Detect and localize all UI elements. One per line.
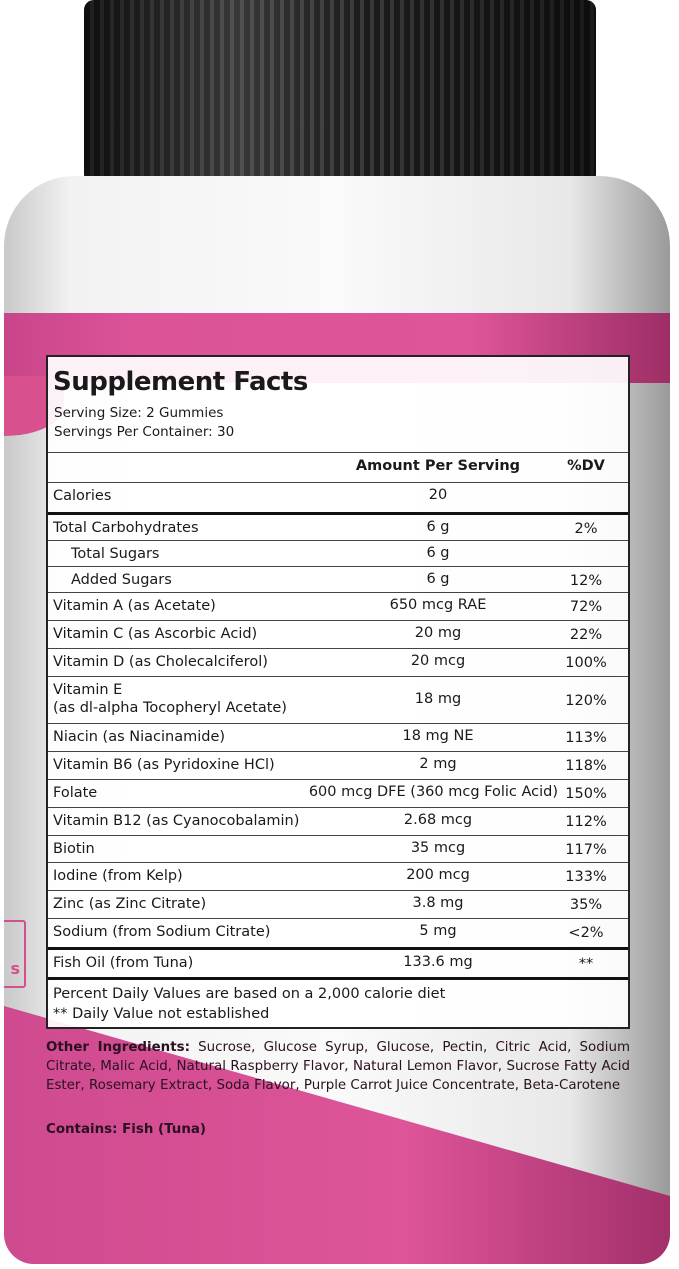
amount-per-serving: 20 mg — [414, 625, 462, 641]
table-row: Vitamin B6 (as Pyridoxine HCl) 2 mg 118% — [48, 751, 628, 780]
nutrient-name-line: Calories — [53, 488, 112, 504]
nutrient-name-line: Fish Oil (from Tuna) — [53, 955, 194, 971]
table-row: Total Sugars 6 g — [48, 540, 628, 567]
nutrient-name: Vitamin B12 (as Cyanocobalamin) — [53, 812, 299, 830]
amount-per-serving: 133.6 mg — [403, 954, 473, 970]
table-row: Niacin (as Niacinamide) 18 mg NE 113% — [48, 723, 628, 752]
amount-per-serving: 18 mg — [414, 691, 462, 707]
nutrient-name-line: Biotin — [53, 841, 95, 857]
table-row: Folate 600 mcg DFE (360 mcg Folic Acid) 15… — [48, 779, 628, 808]
serving-size: Serving Size: 2 Gummies — [54, 405, 224, 421]
supplement-facts-panel: Supplement Facts Serving Size: 2 Gummies… — [46, 355, 630, 1029]
daily-value: 117% — [565, 842, 607, 858]
daily-value: 133% — [565, 869, 607, 885]
footnote-not-established: ** Daily Value not established — [53, 1006, 270, 1022]
nutrient-name-line: Total Sugars — [71, 546, 160, 562]
amount-per-serving: 6 g — [426, 571, 450, 587]
nutrient-name: Vitamin C (as Ascorbic Acid) — [53, 625, 257, 643]
nutrient-name: Vitamin D (as Cholecalciferol) — [53, 653, 268, 671]
table-row: Vitamin D (as Cholecalciferol) 20 mcg 100% — [48, 648, 628, 677]
amount-per-serving: 600 mcg DFE (360 mcg Folic Acid) — [308, 784, 558, 800]
nutrient-name: Folate — [53, 784, 97, 802]
nutrient-name-line: Iodine (from Kelp) — [53, 868, 183, 884]
nutrient-name: Vitamin E (as dl-alpha Tocopheryl Acetate… — [53, 681, 287, 717]
servings-per-container: Servings Per Container: 30 — [54, 424, 235, 440]
nutrient-name-line: Vitamin B12 (as Cyanocobalamin) — [53, 813, 300, 829]
nutrient-name-line: Vitamin A (as Acetate) — [53, 598, 216, 614]
daily-value: ** — [578, 956, 594, 972]
column-header-row: Amount Per Serving %DV — [48, 452, 628, 479]
daily-value: 113% — [565, 730, 607, 746]
daily-value: 100% — [565, 655, 607, 671]
nutrient-name-line: Vitamin E — [53, 682, 123, 698]
table-row: Zinc (as Zinc Citrate) 3.8 mg 35% — [48, 890, 628, 919]
daily-value: 22% — [569, 627, 603, 643]
amount-per-serving: 18 mg NE — [402, 728, 474, 744]
daily-value: 2% — [574, 521, 598, 537]
table-row: Iodine (from Kelp) 200 mcg 133% — [48, 862, 628, 891]
footnote-dv: Percent Daily Values are based on a 2,00… — [53, 986, 446, 1002]
nutrient-name: Iodine (from Kelp) — [53, 867, 183, 885]
amount-per-serving: 6 g — [426, 519, 450, 535]
amount-per-serving: 3.8 mg — [412, 895, 464, 911]
amount-per-serving: 35 mcg — [410, 840, 466, 856]
nutrient-name-line: Vitamin C (as Ascorbic Acid) — [53, 626, 258, 642]
table-row: Vitamin E (as dl-alpha Tocopheryl Acetate… — [48, 676, 628, 724]
other-ingredients: Other Ingredients: Sucrose, Glucose Syru… — [46, 1040, 630, 1093]
table-row: Vitamin A (as Acetate) 650 mcg RAE 72% — [48, 592, 628, 621]
amount-per-serving: 6 g — [426, 545, 450, 561]
nutrient-name: Zinc (as Zinc Citrate) — [53, 895, 206, 913]
nutrient-name-line: Niacin (as Niacinamide) — [53, 729, 226, 745]
side-label-fragment: s — [4, 920, 26, 988]
nutrient-name: Calories — [53, 487, 111, 505]
nutrient-name-line: Folate — [53, 785, 98, 801]
table-row: Total Carbohydrates 6 g 2% — [48, 512, 628, 543]
nutrient-name: Vitamin B6 (as Pyridoxine HCl) — [53, 756, 275, 774]
table-row: Calories 20 — [48, 482, 628, 511]
nutrient-name: Sodium (from Sodium Citrate) — [53, 923, 270, 941]
nutrient-name: Niacin (as Niacinamide) — [53, 728, 225, 746]
amount-per-serving: 2 mg — [419, 756, 457, 772]
contains-allergen: Contains: Fish (Tuna) — [46, 1122, 207, 1137]
amount-per-serving: 2.68 mcg — [403, 812, 473, 828]
nutrient-name-line: (as dl-alpha Tocopheryl Acetate) — [53, 700, 287, 716]
table-row: Vitamin B12 (as Cyanocobalamin) 2.68 mcg 1… — [48, 807, 628, 836]
nutrient-name-line: Sodium (from Sodium Citrate) — [53, 924, 271, 940]
header-dv: %DV — [567, 458, 605, 474]
table-row: Vitamin C (as Ascorbic Acid) 20 mg 22% — [48, 620, 628, 649]
daily-value: 35% — [569, 897, 603, 913]
nutrient-name-line: Total Carbohydrates — [53, 520, 199, 536]
table-row: Added Sugars 6 g 12% — [48, 566, 628, 593]
table-row: Fish Oil (from Tuna) 133.6 mg ** — [48, 947, 628, 979]
table-row: Biotin 35 mcg 117% — [48, 835, 628, 863]
daily-value: 12% — [569, 573, 603, 589]
bottle-cap — [84, 0, 596, 188]
amount-per-serving: 650 mcg RAE — [389, 597, 487, 613]
daily-value: 150% — [565, 786, 607, 802]
amount-per-serving: 200 mcg — [406, 867, 470, 883]
nutrient-name: Total Sugars — [71, 545, 159, 563]
header-amount: Amount Per Serving — [355, 458, 521, 474]
nutrient-name: Added Sugars — [71, 571, 172, 589]
daily-value: 120% — [565, 693, 607, 709]
table-row: Sodium (from Sodium Citrate) 5 mg <2% — [48, 918, 628, 948]
daily-value: 118% — [565, 758, 607, 774]
nutrient-name-line: Added Sugars — [71, 572, 172, 588]
amount-per-serving: 20 mcg — [410, 653, 466, 669]
nutrient-name-line: Vitamin D (as Cholecalciferol) — [53, 654, 268, 670]
panel-title: Supplement Facts — [53, 367, 308, 397]
nutrient-name-line: Zinc (as Zinc Citrate) — [53, 896, 207, 912]
amount-per-serving: 20 — [428, 487, 448, 503]
nutrient-name: Vitamin A (as Acetate) — [53, 597, 216, 615]
nutrient-name: Fish Oil (from Tuna) — [53, 954, 193, 972]
amount-per-serving: 5 mg — [419, 923, 457, 939]
daily-value: 112% — [565, 814, 607, 830]
nutrient-name: Biotin — [53, 840, 95, 858]
daily-value: <2% — [568, 925, 604, 941]
footnote-row: Percent Daily Values are based on a 2,00… — [48, 977, 628, 1030]
nutrient-name: Total Carbohydrates — [53, 519, 199, 537]
daily-value: 72% — [569, 599, 603, 615]
nutrient-name-line: Vitamin B6 (as Pyridoxine HCl) — [53, 757, 275, 773]
